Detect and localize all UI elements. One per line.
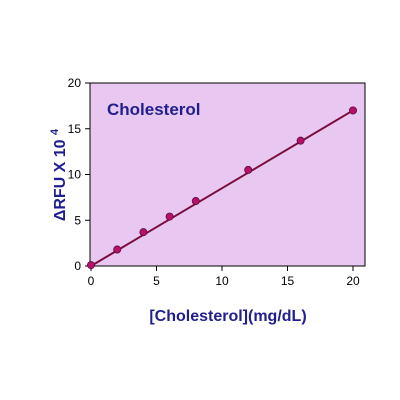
- data-point: [191, 197, 200, 206]
- data-point: [348, 106, 357, 115]
- axis-ticks: 0 5 10 15 20 0 5 10 15 20: [68, 76, 360, 288]
- x-tick-label: 10: [215, 274, 229, 288]
- data-point: [165, 212, 174, 221]
- data-point: [296, 136, 305, 145]
- data-point: [87, 261, 96, 270]
- x-tick-label: 15: [281, 274, 295, 288]
- y-tick-label: 0: [74, 259, 81, 273]
- x-tick-label: 20: [346, 274, 360, 288]
- data-point: [244, 165, 253, 174]
- y-tick-label: 5: [74, 213, 81, 227]
- y-tick-label: 10: [68, 168, 82, 182]
- x-tick-label: 5: [153, 274, 160, 288]
- inset-title: Cholesterol: [107, 100, 201, 119]
- data-point: [139, 228, 148, 237]
- y-axis-title-main: ΔRFU X 10: [52, 139, 69, 221]
- data-points: [87, 106, 357, 270]
- plot-area: [89, 82, 366, 267]
- x-axis-title: [Cholesterol](mg/dL): [149, 308, 306, 325]
- data-point: [113, 245, 122, 254]
- y-tick-label: 20: [68, 76, 82, 90]
- x-tick-label: 0: [88, 274, 95, 288]
- y-tick-label: 15: [68, 122, 82, 136]
- fit-line: [90, 109, 354, 267]
- y-axis-title: ΔRFU X 10 4: [49, 128, 69, 221]
- y-axis-title-exponent: 4: [49, 128, 61, 135]
